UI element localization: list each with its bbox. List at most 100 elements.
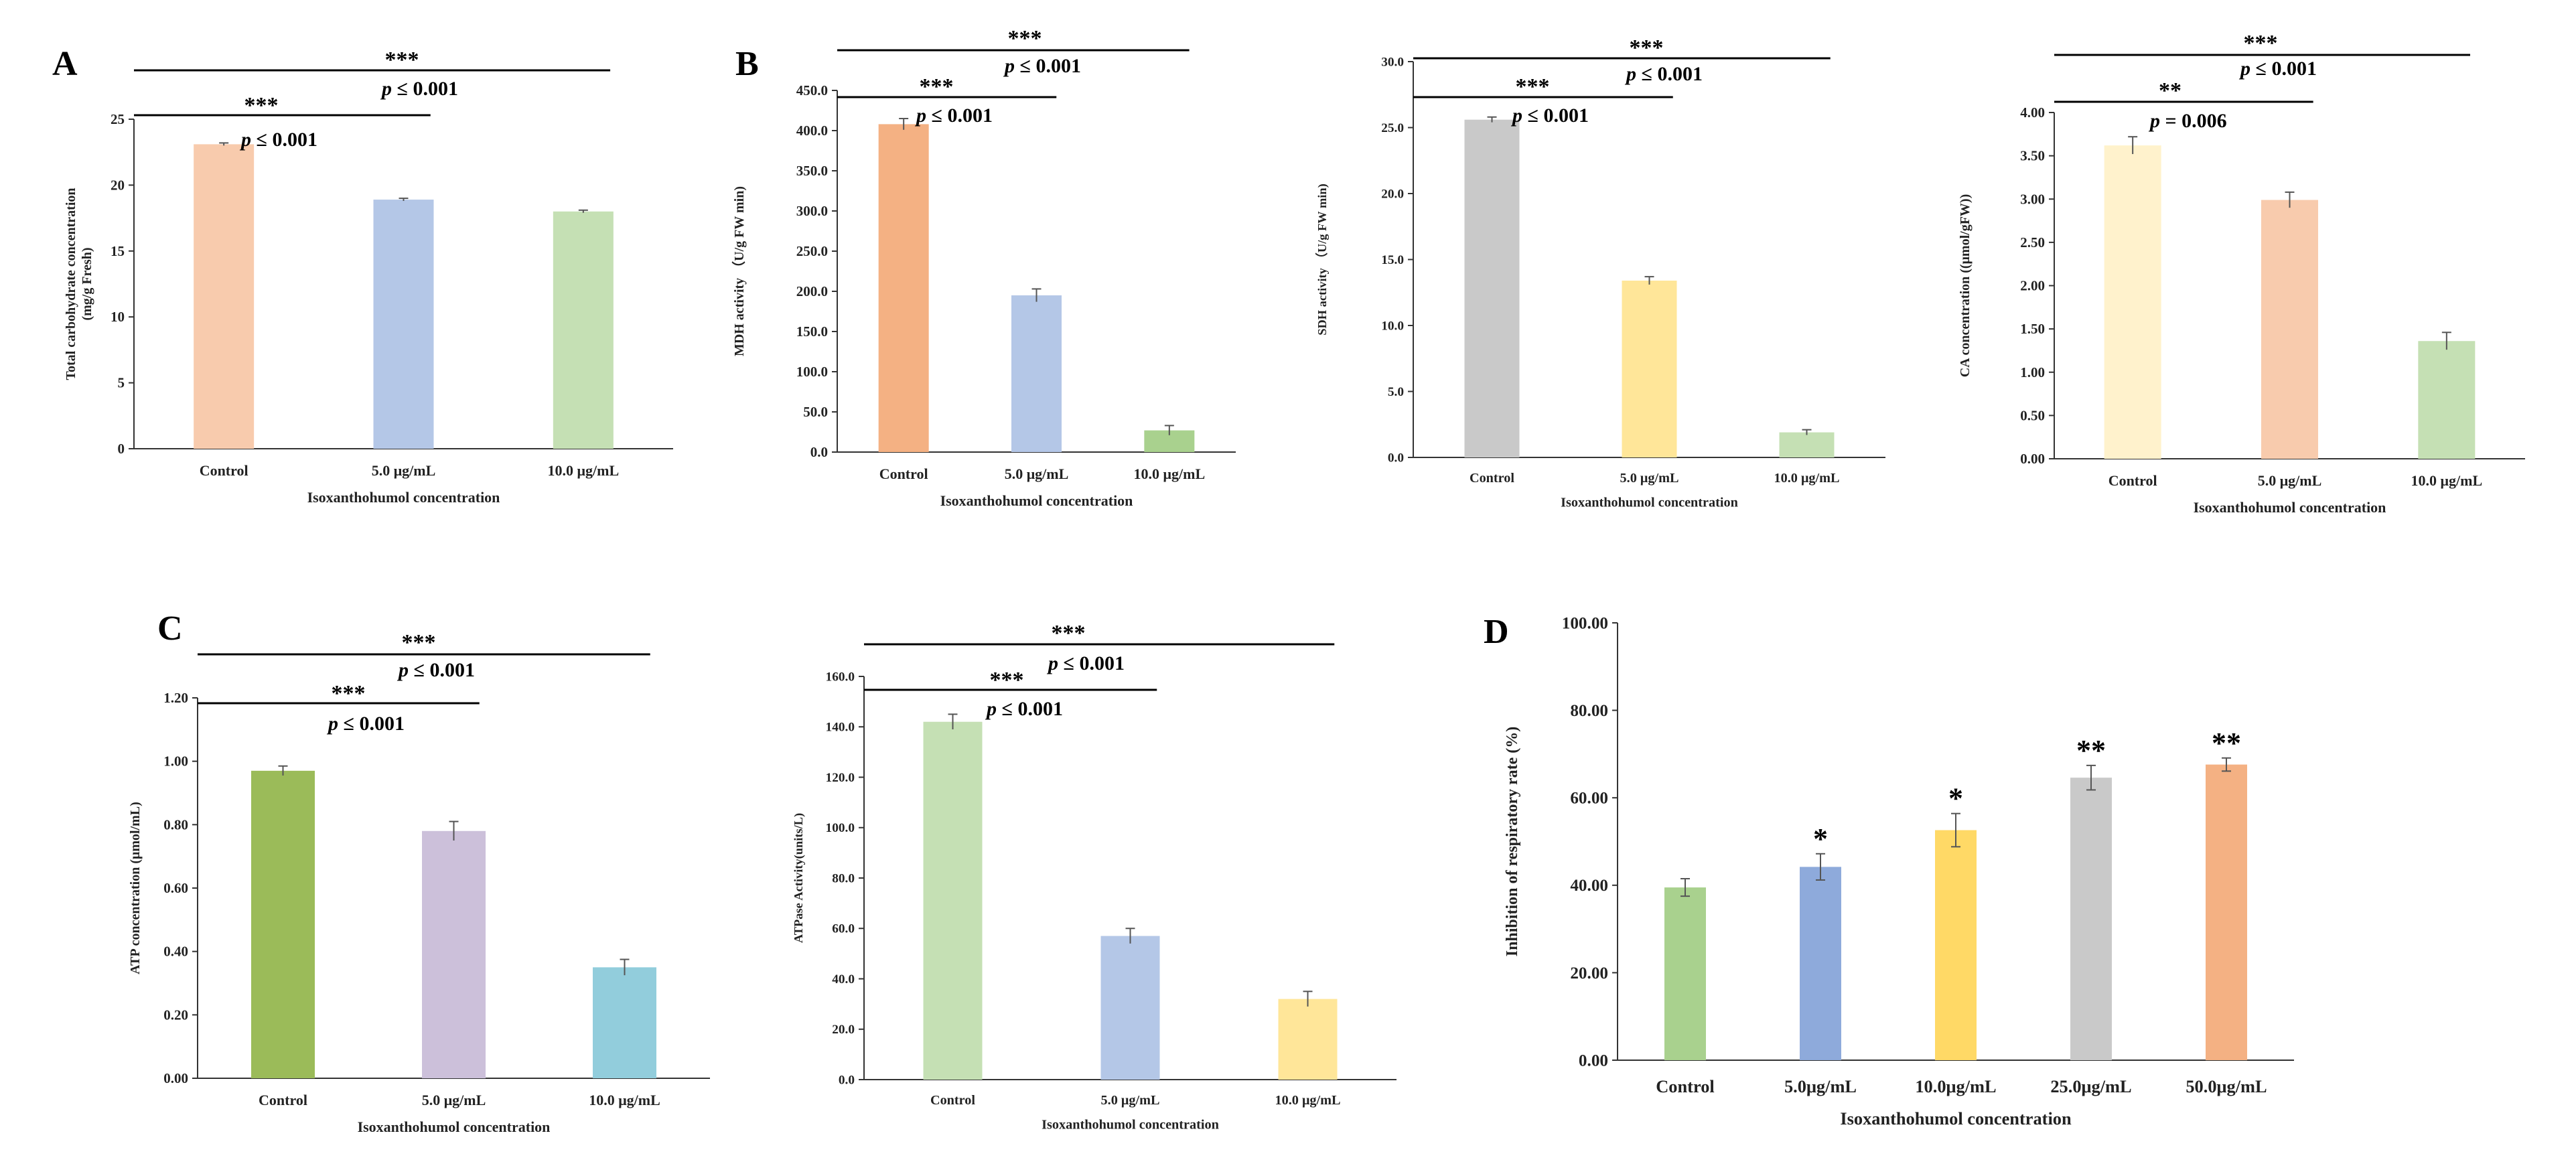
y-tick-label: 300.0 — [796, 203, 828, 219]
significance-stars: *** — [1630, 35, 1664, 60]
panel-letter: C — [157, 609, 183, 648]
y-tick-label: 40.0 — [832, 972, 855, 987]
y-tick-label: 4.00 — [2020, 104, 2045, 121]
bar — [1011, 295, 1062, 452]
x-axis-label: Isoxanthohumol concentration — [358, 1118, 551, 1135]
category-label: 50.0μg/mL — [2186, 1076, 2267, 1096]
p-value: ≤ 0.001 — [1015, 55, 1081, 77]
y-axis-label: CA concentration ((μmol/gFW)) — [1958, 194, 1973, 378]
chart-a1: A 0 5 10 15 20 25 Control 5.0 μg/mL 10.0 μg/mL Iso… — [52, 45, 673, 506]
significance-stars: * — [1813, 822, 1828, 855]
bar — [2070, 778, 2112, 1060]
x-axis-label: Isoxanthohumol concentration — [1840, 1108, 2072, 1128]
chart-c2: 0.0 20.0 40.0 60.0 80.0 100.0 120.0 140.0 160.0 C… — [792, 621, 1397, 1133]
bar — [194, 144, 255, 449]
p-value: ≤ 0.001 — [1522, 104, 1589, 127]
bar — [251, 770, 315, 1078]
y-tick-label: 100.0 — [826, 821, 855, 835]
y-axis-label: ATP concentration (μmol/mL) — [128, 802, 143, 974]
p-value: ≤ 0.001 — [392, 78, 458, 100]
category-label: 10.0 μg/mL — [1275, 1093, 1340, 1108]
category-label: 10.0 μg/mL — [548, 462, 620, 479]
p-symbol: p — [2238, 58, 2250, 80]
category-label: Control — [1470, 471, 1514, 486]
y-tick-label: 0.0 — [810, 444, 828, 460]
y-tick-label: 350.0 — [796, 163, 828, 179]
p-value-label: p ≤ 0.001 — [914, 104, 993, 127]
x-axis-label: Isoxanthohumol concentration — [1042, 1118, 1219, 1133]
bar — [923, 721, 983, 1080]
p-symbol: p — [397, 659, 409, 681]
bar — [1935, 830, 1977, 1060]
x-axis-label: Isoxanthohumol concentration — [307, 489, 500, 506]
p-symbol: p — [239, 129, 251, 151]
bar — [373, 200, 434, 449]
y-tick-label: 150.0 — [796, 323, 828, 340]
x-axis-label: Isoxanthohumol concentration — [940, 492, 1133, 509]
chart-b3: 0.00 0.50 1.00 1.50 2.00 2.50 3.00 3.50 4.00 Cont… — [1958, 31, 2525, 516]
chart-c1: C 0.00 0.20 0.40 0.60 0.80 1.00 1.20 Control 5.0 … — [128, 609, 710, 1135]
p-value-label: p ≤ 0.001 — [397, 659, 475, 681]
panel-letter: D — [1484, 613, 1509, 651]
significance-stars: *** — [2244, 31, 2278, 56]
y-tick-label: 3.50 — [2020, 148, 2045, 164]
y-tick-label: 0.40 — [163, 944, 188, 960]
p-value-label: p ≤ 0.001 — [2238, 58, 2317, 80]
p-value: ≤ 0.001 — [2250, 58, 2317, 80]
bar — [2418, 341, 2476, 459]
y-tick-label: 80.0 — [832, 871, 855, 885]
significance-stars: *** — [1516, 74, 1550, 99]
significance-stars: *** — [244, 93, 279, 118]
panel-letter: B — [735, 45, 759, 83]
y-tick-label: 400.0 — [796, 123, 828, 139]
y-tick-label: 15 — [111, 243, 125, 259]
category-label: 5.0 μg/mL — [372, 462, 436, 479]
y-tick-label: 100.00 — [1562, 614, 1608, 632]
chart-b1: B 0.0 50.0 100.0 150.0 200.0 250.0 300.0 350.0 40… — [731, 26, 1236, 509]
y-tick-label: 3.00 — [2020, 191, 2045, 207]
y-axis-label: MDH activity （U/g FW min) — [731, 186, 747, 356]
y-tick-label: 140.0 — [826, 721, 855, 735]
category-label: 5.0 μg/mL — [422, 1092, 486, 1108]
y-tick-label: 0.0 — [839, 1073, 855, 1087]
category-label: 5.0 μg/mL — [1101, 1093, 1160, 1108]
significance-stars: ** — [2159, 78, 2181, 103]
significance-stars: *** — [990, 668, 1024, 693]
y-tick-label: 120.0 — [826, 771, 855, 785]
y-tick-label: 40.00 — [1570, 877, 1608, 895]
x-axis-label: Isoxanthohumol concentration — [2194, 499, 2386, 516]
y-tick-label: 0.0 — [1388, 451, 1404, 465]
y-tick-label: 1.20 — [163, 690, 188, 706]
y-axis-label: (mg/g Fresh) — [80, 247, 94, 320]
p-value-label: p ≤ 0.001 — [1510, 104, 1589, 127]
y-tick-label: 160.0 — [826, 670, 855, 684]
bar — [2261, 200, 2318, 459]
y-tick-label: 20 — [111, 177, 125, 193]
y-axis-label: ATPase Activity(units/L) — [792, 813, 806, 943]
p-value: ≤ 0.001 — [338, 713, 405, 735]
y-tick-label: 50.0 — [803, 404, 828, 420]
category-label: Control — [930, 1093, 975, 1108]
significance-stars: *** — [332, 681, 366, 706]
y-axis-label: Inhibition of respiratory rate (%) — [1504, 727, 1521, 957]
y-tick-label: 0.00 — [2020, 451, 2045, 467]
p-symbol: p — [1624, 63, 1636, 85]
y-tick-label: 80.00 — [1570, 702, 1608, 720]
bar — [878, 124, 929, 452]
p-symbol: p — [985, 698, 997, 720]
y-tick-label: 450.0 — [796, 82, 828, 98]
significance-stars: *** — [385, 48, 419, 72]
y-axis-label: SDH activity （U/g FW min) — [1315, 184, 1330, 335]
y-tick-label: 0.60 — [163, 880, 188, 896]
bar — [1800, 867, 1841, 1060]
p-value: ≤ 0.001 — [1636, 63, 1703, 85]
y-tick-label: 20.0 — [832, 1023, 855, 1037]
y-tick-label: 25.0 — [1381, 121, 1404, 135]
x-axis-label: Isoxanthohumol concentration — [1561, 496, 1738, 510]
y-tick-label: 100.0 — [796, 364, 828, 380]
y-tick-label: 15.0 — [1381, 253, 1404, 267]
p-symbol: p — [380, 78, 392, 100]
significance-stars: ** — [2212, 727, 2241, 759]
bar — [593, 967, 656, 1078]
